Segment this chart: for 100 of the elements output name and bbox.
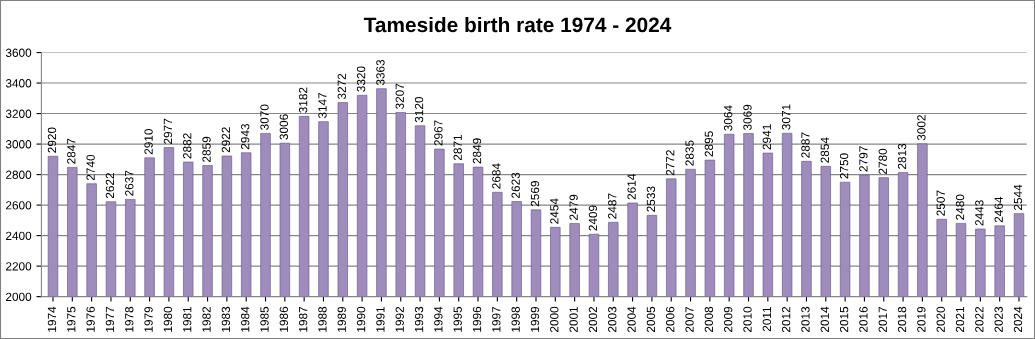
data-label: 2454: [550, 198, 559, 224]
data-label: 2895: [704, 131, 714, 157]
x-tick-label: 2017: [878, 306, 887, 333]
x-tick-label: 1993: [414, 306, 424, 332]
x-tick-label: 1991: [376, 306, 385, 332]
x-tick-label: 1990: [356, 306, 366, 332]
data-label: 2967: [434, 120, 443, 146]
x-tick-label: 1979: [144, 306, 153, 332]
x-tick-label: 1999: [530, 306, 540, 332]
y-tick-label: 2200: [6, 262, 32, 271]
data-label: 2623: [511, 172, 520, 198]
x-tick-label: 2024: [1013, 306, 1023, 333]
data-label: 2569: [530, 181, 540, 207]
data-label: 2920: [47, 127, 57, 153]
x-tick-label: 2000: [550, 306, 559, 333]
data-label: 2614: [627, 173, 636, 200]
data-label: 3070: [260, 104, 269, 130]
data-label: 2910: [144, 128, 153, 155]
data-label: 2859: [202, 136, 211, 162]
y-tick-label: 2400: [6, 231, 32, 240]
data-label: 2409: [588, 205, 598, 231]
data-label: 2977: [163, 118, 173, 144]
data-label: 2797: [859, 146, 868, 172]
x-tick-label: 2010: [743, 306, 752, 333]
y-tick-label: 3200: [5, 109, 32, 118]
x-tick-label: 1986: [279, 306, 288, 332]
x-tick-label: 2020: [936, 306, 945, 333]
data-label: 3071: [781, 104, 791, 130]
x-tick-label: 1980: [163, 306, 173, 332]
data-label: 3006: [279, 114, 288, 140]
x-tick-label: 1983: [221, 306, 231, 332]
data-label: 2887: [801, 132, 810, 158]
data-label: 2780: [878, 148, 887, 174]
data-label: 3272: [337, 73, 346, 100]
x-tick-label: 2014: [820, 306, 829, 333]
x-tick-label: 2011: [762, 306, 771, 332]
data-label: 2882: [183, 133, 192, 159]
x-tick-label: 2021: [955, 306, 965, 333]
data-label: 2740: [86, 154, 95, 181]
x-tick-label: 1984: [241, 306, 250, 332]
x-tick-label: 1985: [260, 306, 269, 332]
x-tick-label: 2016: [859, 306, 868, 333]
x-tick-label: 1976: [86, 306, 95, 332]
x-tick-label: 2019: [917, 306, 926, 333]
data-label: 2813: [897, 143, 907, 169]
y-tick-label: 2600: [6, 201, 32, 210]
x-tick-label: 1974: [47, 306, 57, 332]
data-label: 2941: [762, 124, 771, 150]
data-label: 2772: [666, 150, 675, 176]
x-tick-label: 1978: [125, 306, 134, 332]
data-label: 2507: [936, 190, 945, 216]
x-tick-label: 1988: [318, 306, 327, 332]
data-label: 2464: [994, 196, 1003, 223]
x-tick-label: 1992: [395, 306, 404, 332]
x-tick-label: 2012: [781, 306, 791, 333]
y-tick-label: 2000: [6, 292, 32, 302]
data-label: 2684: [492, 163, 501, 189]
x-tick-label: 2007: [685, 306, 694, 333]
x-tick-label: 2008: [704, 306, 714, 333]
data-label: 2835: [685, 140, 694, 166]
data-label: 2750: [839, 153, 849, 179]
x-tick-label: 2009: [724, 306, 733, 333]
data-label: 2533: [646, 186, 656, 212]
data-label: 2847: [67, 138, 76, 164]
data-label: 2871: [453, 135, 462, 161]
x-tick-label: 2001: [569, 306, 578, 333]
data-label: 2443: [975, 200, 984, 226]
data-label: 2480: [955, 194, 965, 220]
y-tick-label: 3600: [5, 48, 32, 57]
data-label: 3320: [356, 66, 366, 92]
data-label: 2943: [241, 123, 250, 150]
x-tick-label: 2006: [666, 306, 675, 333]
data-label: 2487: [608, 193, 617, 219]
x-tick-label: 1995: [453, 306, 462, 332]
data-label: 3363: [376, 59, 385, 86]
y-tick-label: 3000: [5, 140, 32, 149]
x-tick-label: 2023: [994, 306, 1003, 333]
data-label: 2637: [125, 170, 134, 196]
x-tick-label: 2015: [839, 306, 849, 333]
x-tick-label: 1981: [183, 306, 192, 332]
x-tick-label: 1987: [298, 306, 308, 332]
x-tick-label: 1977: [105, 306, 115, 332]
data-label: 3182: [298, 87, 308, 113]
x-tick-label: 1998: [511, 306, 520, 332]
data-label: 2854: [820, 137, 829, 163]
data-label: 3207: [395, 83, 404, 109]
x-tick-label: 2004: [627, 306, 636, 333]
y-tick-label: 3400: [5, 79, 32, 88]
x-tick-label: 2003: [608, 306, 617, 333]
data-label: 2544: [1013, 184, 1023, 210]
x-tick-label: 1975: [67, 306, 76, 332]
data-label: 3069: [743, 104, 752, 131]
data-label: 2622: [105, 173, 115, 199]
data-label: 3147: [318, 92, 327, 119]
data-label: 3120: [414, 96, 424, 123]
data-label: 3064: [724, 105, 733, 131]
x-tick-label: 1994: [434, 306, 443, 332]
x-tick-label: 1997: [492, 306, 501, 332]
data-label: 2849: [472, 138, 482, 164]
x-tick-label: 1989: [337, 306, 346, 332]
